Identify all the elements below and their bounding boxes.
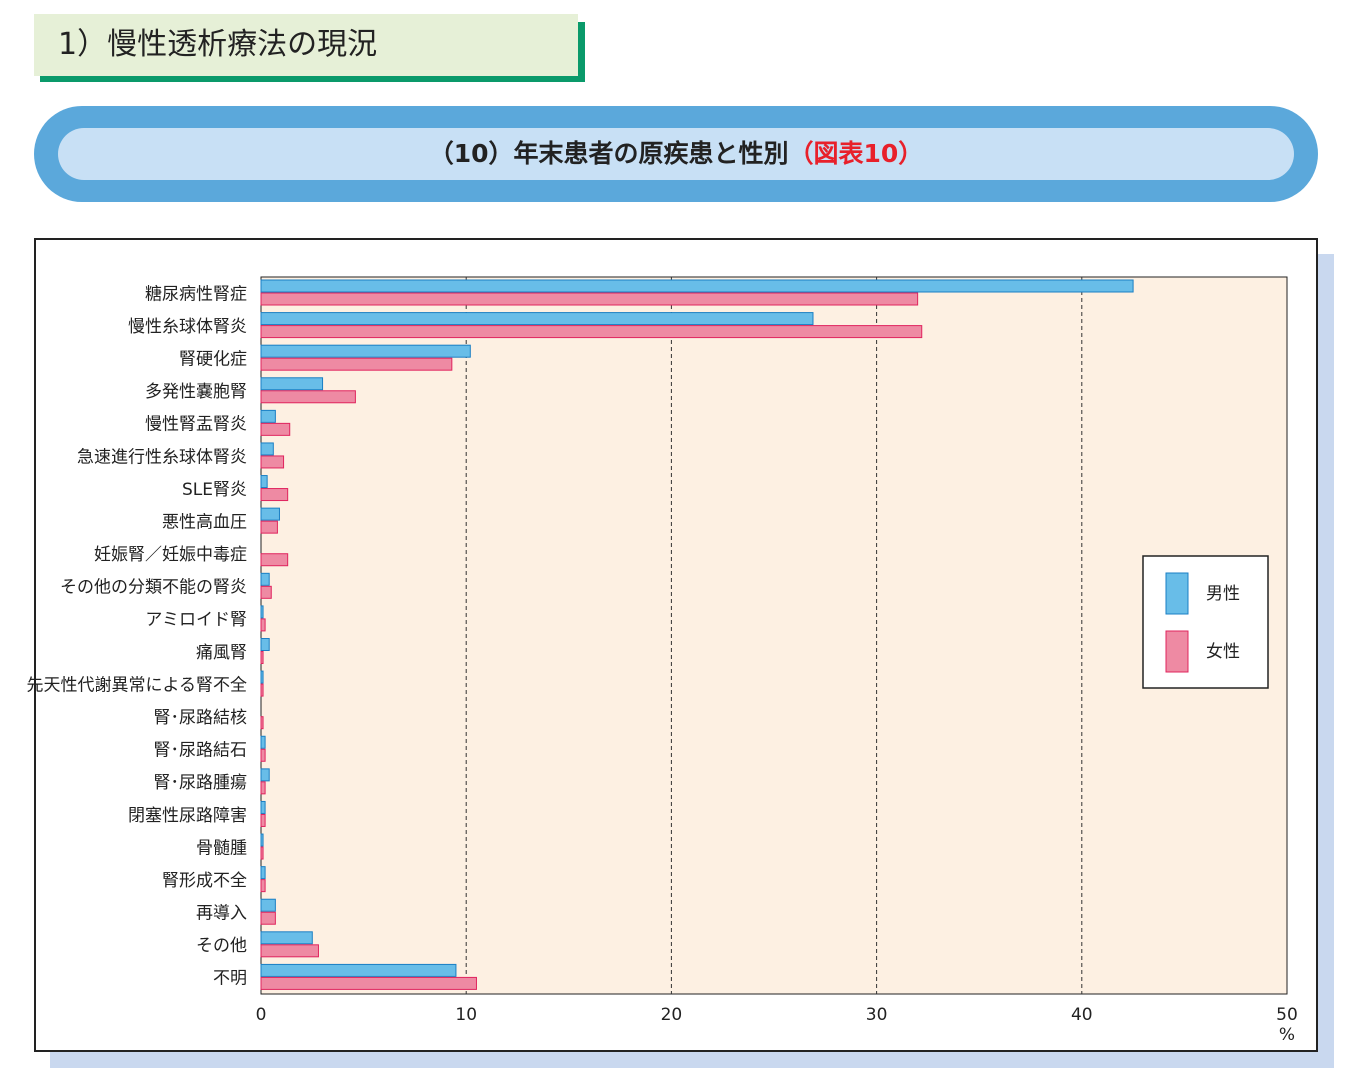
bar-female-7: [260, 520, 278, 534]
x-tick-label-30: 30: [866, 1005, 888, 1025]
legend-swatch-male: [1165, 572, 1189, 615]
bar-female-15: [260, 781, 266, 795]
bar-female-18: [260, 879, 266, 893]
section-heading-accent: [578, 22, 585, 82]
legend-box: [1142, 555, 1269, 689]
category-label-2: 腎硬化症: [179, 349, 247, 369]
category-label-0: 糖尿病性腎症: [145, 284, 247, 304]
bar-female-1: [260, 325, 923, 339]
section-heading: [34, 14, 578, 76]
bar-male-4: [260, 409, 276, 423]
figure-title-ref: （図表10）: [788, 139, 924, 168]
category-label-13: 腎･尿路結核: [154, 708, 248, 728]
bar-female-11: [260, 651, 264, 664]
bar-female-8: [260, 553, 289, 567]
bar-male-5: [260, 442, 274, 456]
plot-area: [260, 276, 1288, 995]
bar-female-21: [260, 976, 477, 990]
bar-male-17: [260, 833, 264, 847]
category-label-18: 腎形成不全: [162, 871, 247, 891]
x-tick-label-10: 10: [455, 1005, 477, 1025]
category-label-14: 腎･尿路結石: [154, 741, 248, 761]
bar-male-7: [260, 507, 280, 521]
category-label-7: 悪性高血圧: [162, 512, 247, 532]
bar-male-18: [260, 866, 266, 880]
legend-label-female: 女性: [1206, 642, 1240, 662]
bar-male-20: [260, 931, 313, 945]
bar-male-2: [260, 344, 471, 358]
category-label-1: 慢性糸球体腎炎: [128, 316, 247, 337]
bar-female-4: [260, 422, 291, 436]
bar-male-9: [260, 572, 270, 586]
category-label-9: その他の分類不能の腎炎: [60, 578, 247, 598]
category-label-8: 妊娠腎／妊娠中毒症: [94, 545, 247, 565]
x-tick-label-50: 50: [1276, 1005, 1298, 1025]
category-label-11: 痛風腎: [196, 643, 247, 663]
category-label-15: 腎･尿路腫瘍: [154, 773, 248, 793]
category-label-19: 再導入: [196, 904, 247, 924]
bar-female-16: [260, 813, 266, 827]
figure-title-main: （10）年末患者の原疾患と性別: [428, 139, 789, 168]
legend-label-male: 男性: [1206, 584, 1240, 604]
bar-female-17: [260, 846, 264, 860]
section-heading-text: 1）慢性透析療法の現況: [58, 27, 378, 62]
bar-male-1: [260, 312, 814, 326]
category-label-3: 多発性嚢胞腎: [145, 382, 247, 402]
figure-title: （10）年末患者の原疾患と性別（図表10）: [58, 128, 1294, 180]
bar-male-11: [260, 638, 270, 651]
bar-female-13: [260, 716, 264, 730]
bar-male-3: [260, 377, 324, 391]
x-axis-unit: %: [1279, 1025, 1295, 1045]
bar-male-0: [260, 279, 1134, 293]
bar-male-19: [260, 898, 276, 912]
category-label-16: 閉塞性尿路障害: [128, 806, 247, 826]
bar-female-2: [260, 357, 453, 371]
legend-swatch-female: [1165, 630, 1189, 673]
category-label-10: アミロイド腎: [145, 610, 247, 630]
bar-female-6: [260, 488, 289, 502]
bar-female-0: [260, 292, 919, 306]
bar-male-21: [260, 963, 457, 977]
bar-male-15: [260, 768, 270, 782]
category-label-6: SLE腎炎: [182, 480, 247, 500]
bar-female-12: [260, 683, 264, 697]
x-tick-label-40: 40: [1071, 1005, 1093, 1025]
category-label-17: 骨髄腫: [196, 838, 247, 858]
bar-female-10: [260, 618, 266, 632]
bar-female-20: [260, 944, 319, 958]
bar-male-14: [260, 735, 266, 749]
category-label-4: 慢性腎盂腎炎: [145, 414, 247, 435]
bar-female-19: [260, 911, 276, 925]
category-label-20: その他: [196, 936, 247, 956]
bar-female-14: [260, 748, 266, 762]
section-heading-underline: [40, 76, 585, 82]
bar-male-10: [260, 605, 264, 619]
category-label-12: 先天性代謝異常による腎不全: [27, 675, 248, 695]
bar-male-12: [260, 670, 264, 684]
category-label-21: 不明: [213, 969, 247, 989]
x-tick-label-0: 0: [256, 1005, 267, 1025]
bar-male-16: [260, 800, 266, 814]
x-tick-label-20: 20: [661, 1005, 683, 1025]
bar-female-5: [260, 455, 285, 469]
bar-female-3: [260, 390, 356, 404]
category-label-5: 急速進行性糸球体腎炎: [77, 447, 247, 467]
bar-male-6: [260, 475, 268, 489]
bar-female-9: [260, 585, 272, 599]
